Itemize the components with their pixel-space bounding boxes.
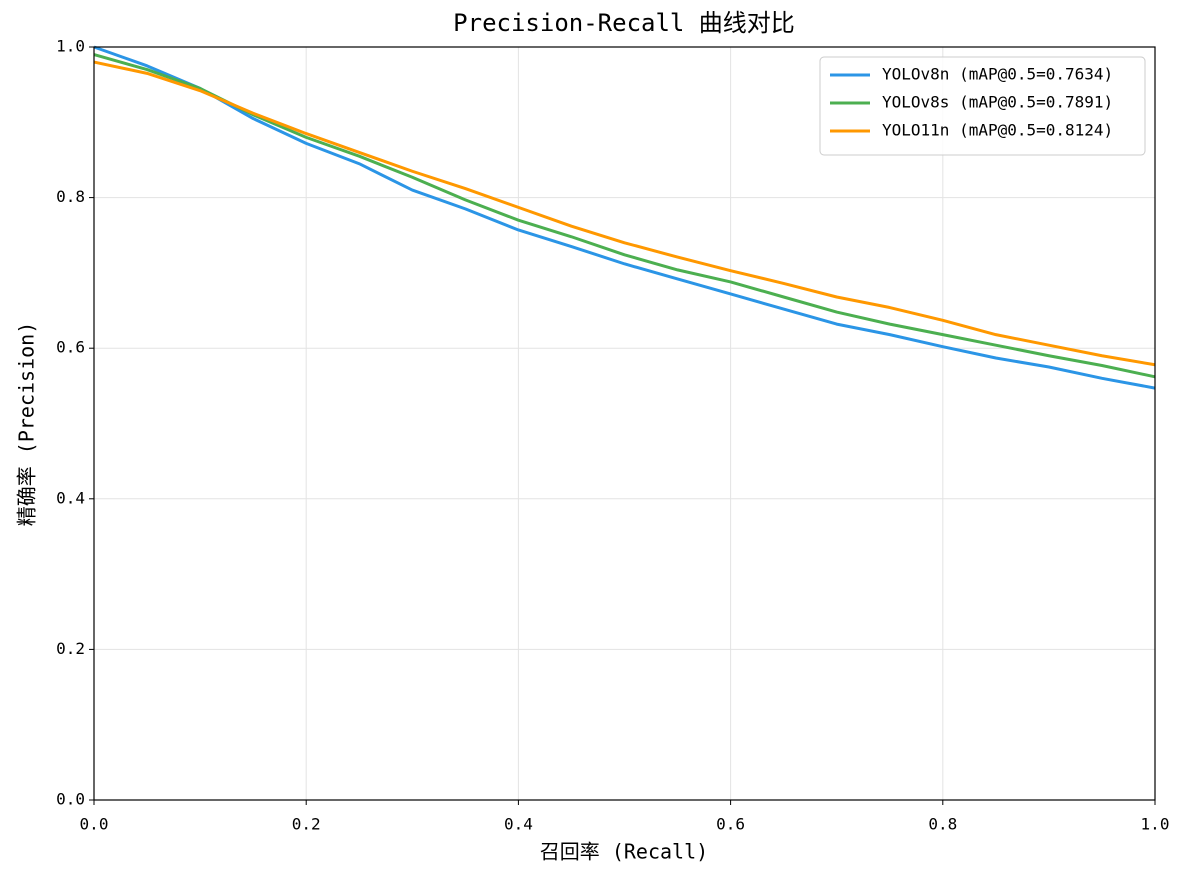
chart-title: Precision-Recall 曲线对比 — [453, 9, 795, 37]
y-tick-label: 0.4 — [56, 488, 85, 507]
y-tick-label: 0.6 — [56, 338, 85, 357]
line-series — [93, 45, 1156, 390]
y-tick-label: 1.0 — [56, 37, 85, 56]
legend-label: YOLOv8s (mAP@0.5=0.7891) — [882, 93, 1113, 112]
x-tick-label: 0.4 — [504, 815, 533, 834]
x-tick-label: 0.2 — [292, 815, 321, 834]
x-axis-label: 召回率 (Recall) — [540, 840, 708, 864]
legend-box — [819, 56, 1146, 156]
y-tick-label: 0.8 — [56, 187, 85, 206]
line-series — [93, 53, 1156, 379]
y-axis-label: 精确率 (Precision) — [15, 322, 39, 527]
x-tick-label: 0.6 — [716, 815, 745, 834]
legend-label: YOLOv8n (mAP@0.5=0.7634) — [882, 65, 1113, 84]
plot-frame — [93, 46, 1156, 801]
legend: YOLOv8n (mAP@0.5=0.7634) YOLOv8s (mAP@0.5… — [819, 56, 1146, 156]
x-tick-label: 1.0 — [1141, 815, 1170, 834]
legend-label: YOLO11n (mAP@0.5=0.8124) — [882, 121, 1113, 140]
x-tick-label: 0.8 — [928, 815, 957, 834]
y-tick-label: 0.2 — [56, 639, 85, 658]
y-tick-label: 0.0 — [56, 790, 85, 809]
x-tick-label: 0.0 — [80, 815, 109, 834]
line-series — [93, 60, 1156, 367]
